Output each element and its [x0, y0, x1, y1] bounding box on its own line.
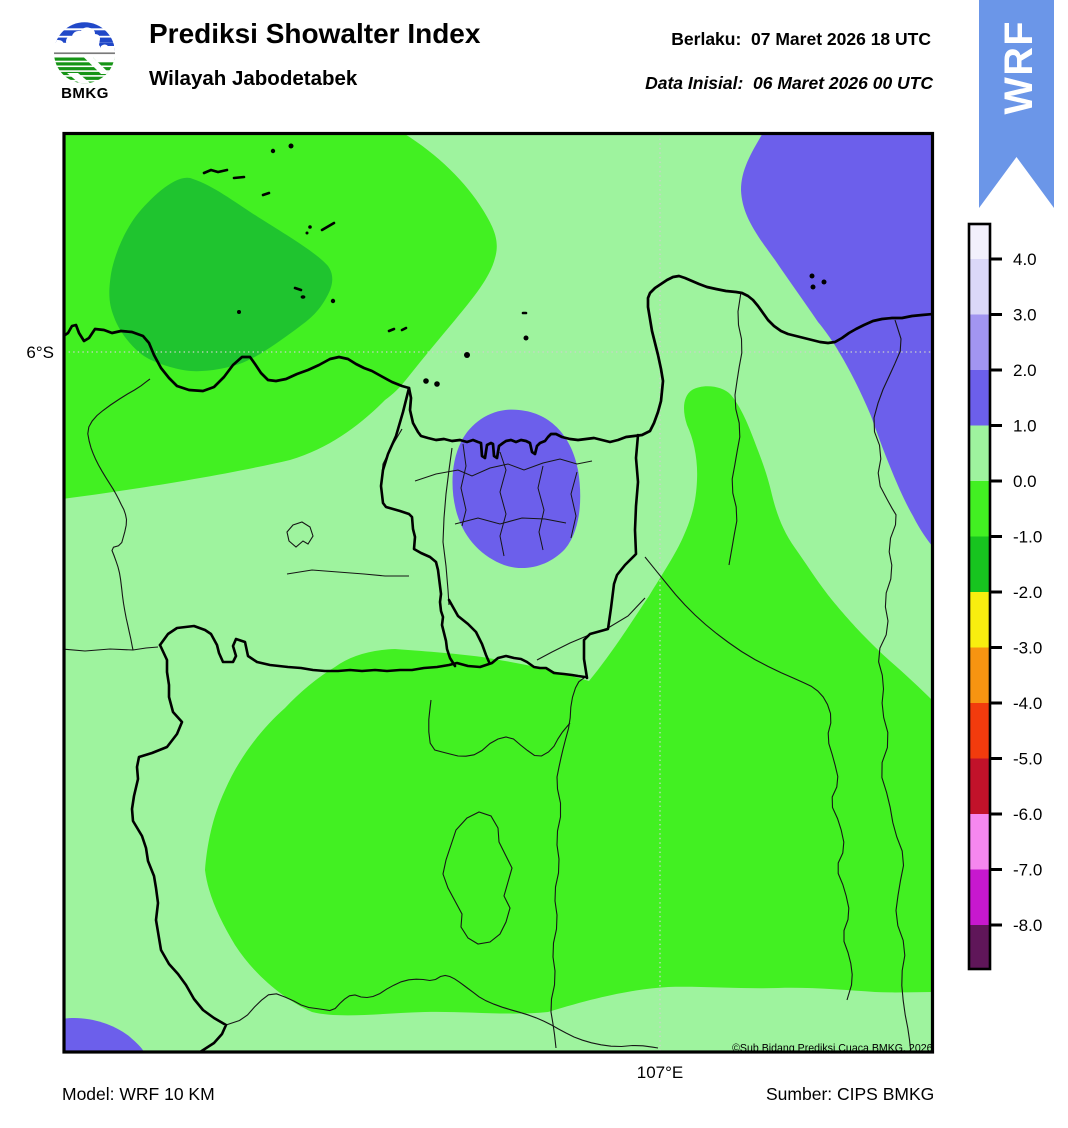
svg-text:3.0: 3.0: [1013, 306, 1037, 325]
svg-text:4.0: 4.0: [1013, 250, 1037, 269]
svg-text:WRF: WRF: [997, 20, 1041, 114]
svg-text:0.0: 0.0: [1013, 472, 1037, 491]
svg-text:-1.0: -1.0: [1013, 528, 1042, 547]
svg-text:2.0: 2.0: [1013, 361, 1037, 380]
svg-text:-4.0: -4.0: [1013, 694, 1042, 713]
svg-text:-6.0: -6.0: [1013, 805, 1042, 824]
svg-text:-7.0: -7.0: [1013, 861, 1042, 880]
svg-text:©Sub Bidang Prediksi Cuaca BMK: ©Sub Bidang Prediksi Cuaca BMKG, 2026: [732, 1043, 932, 1055]
svg-text:1.0: 1.0: [1013, 417, 1037, 436]
svg-text:-8.0: -8.0: [1013, 916, 1042, 935]
svg-text:-3.0: -3.0: [1013, 639, 1042, 658]
svg-text:BMKG: BMKG: [61, 85, 109, 102]
svg-text:-2.0: -2.0: [1013, 583, 1042, 602]
svg-text:6°S: 6°S: [26, 343, 54, 362]
svg-text:107°E: 107°E: [637, 1063, 684, 1082]
svg-text:-5.0: -5.0: [1013, 750, 1042, 769]
